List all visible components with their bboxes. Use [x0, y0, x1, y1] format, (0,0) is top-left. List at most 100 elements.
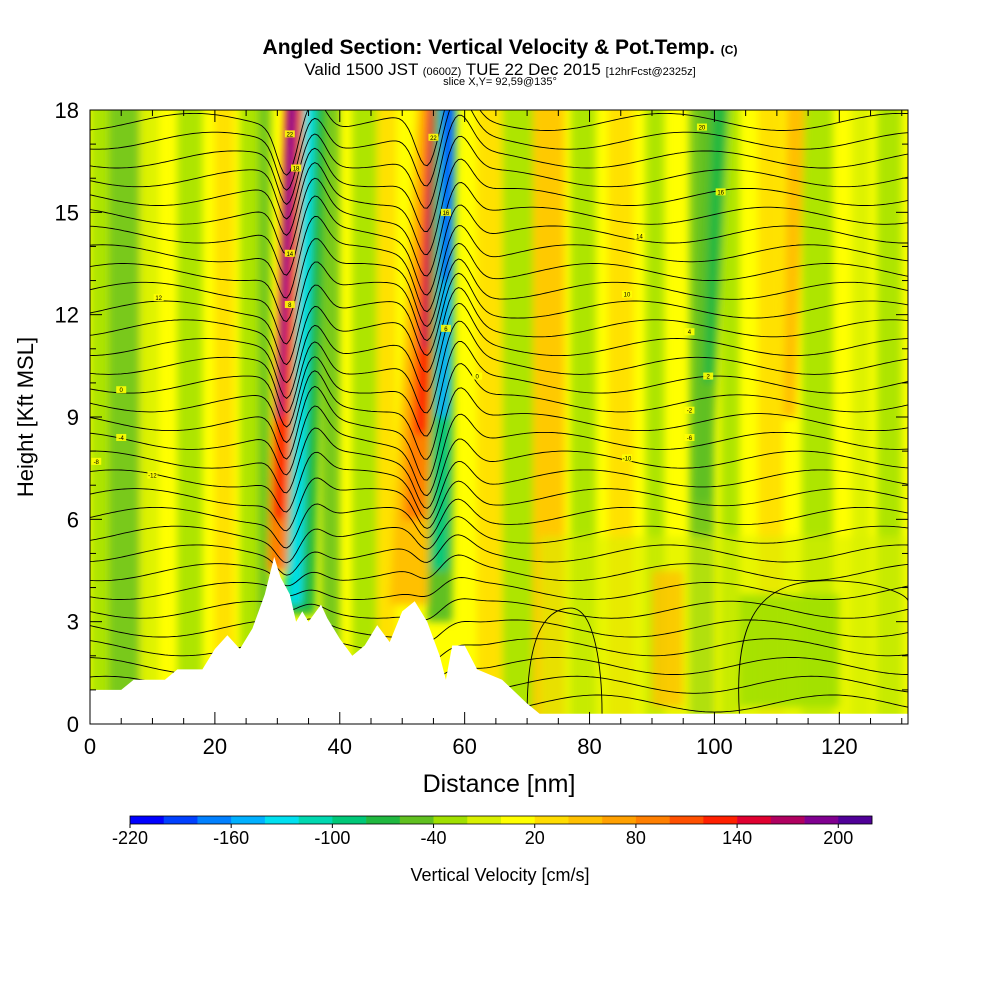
isentrope-label: 22: [284, 130, 295, 138]
svg-text:18: 18: [293, 166, 300, 172]
svg-text:2: 2: [707, 375, 711, 381]
isentrope: [90, 598, 908, 621]
isentrope: [90, 498, 908, 549]
velocity-band: [352, 110, 378, 724]
svg-text:0: 0: [120, 388, 124, 394]
svg-text:12: 12: [155, 296, 162, 302]
x-tick-label: 100: [696, 734, 733, 759]
svg-text:14: 14: [286, 252, 293, 258]
y-tick-label: 0: [67, 712, 79, 737]
svg-text:8: 8: [288, 303, 292, 309]
colorbar-tick-label: 200: [823, 828, 853, 848]
isentrope-label: 12: [153, 294, 164, 302]
isentrope: [90, 215, 908, 313]
chart-subtitle: Valid 1500 JST (0600Z) TUE 22 Dec 2015 […: [0, 60, 1000, 80]
isentrope-label: 22: [428, 133, 439, 142]
valid-prefix: Valid 1500 JST: [304, 60, 419, 79]
velocity-band: [321, 110, 340, 724]
y-tick-label: 15: [55, 200, 79, 225]
y-tick-label: 12: [55, 303, 79, 328]
velocity-band: [139, 110, 159, 724]
isentrope-label: 18: [291, 164, 302, 172]
isentrope-label: 0: [116, 386, 127, 394]
velocity-band: [651, 570, 684, 707]
isentrope: [90, 477, 908, 532]
velocity-plume: [783, 110, 805, 417]
x-tick-label: 40: [328, 734, 352, 759]
y-axis-label: Height [Kft MSL]: [13, 337, 38, 497]
colorbar-swatch: [669, 816, 704, 824]
velocity-plume: [291, 110, 314, 605]
colorbar-swatch: [635, 816, 670, 824]
svg-text:10: 10: [624, 293, 631, 299]
isentrope: [90, 258, 908, 345]
isentrope: [738, 580, 908, 714]
isentrope: [526, 607, 603, 714]
svg-text:16: 16: [717, 190, 724, 196]
valid-utc: (0600Z): [422, 66, 462, 78]
slice-label: slice X,Y= 92,59@135°: [443, 76, 557, 88]
isentrope: [90, 385, 908, 481]
colorbar: -220 -160 -100 -40 20 80 140 200: [112, 815, 873, 848]
isentrope: [90, 114, 908, 209]
svg-text:-6: -6: [687, 436, 693, 442]
svg-text:-2: -2: [687, 409, 693, 415]
svg-text:0: 0: [475, 375, 479, 381]
x-tick-label: 80: [577, 734, 601, 759]
colorbar-swatch: [703, 816, 738, 824]
velocity-band: [739, 594, 840, 707]
svg-text:4: 4: [688, 330, 692, 336]
velocity-plume: [703, 110, 728, 383]
isentrope: [90, 135, 908, 233]
isentrope-label: -12: [147, 471, 158, 479]
y-tick-label: 9: [67, 405, 79, 430]
isentrope: [90, 534, 908, 576]
isentrope-label: 6: [440, 324, 451, 333]
isentrope: [90, 287, 908, 384]
isentrope: [90, 405, 908, 497]
isentrope-label: 10: [622, 290, 633, 299]
colorbar-swatch: [770, 816, 805, 824]
isentrope-label: 16: [715, 188, 726, 196]
isentrope: [90, 272, 908, 366]
valid-suffix: TUE 22 Dec 2015: [465, 60, 601, 79]
isentrope: [90, 195, 908, 296]
isentrope-label: 0: [472, 372, 483, 381]
colorbar-swatch: [130, 816, 165, 824]
isentrope: [90, 320, 908, 414]
isentrope: [90, 341, 908, 437]
colorbar-tick-label: 140: [722, 828, 752, 848]
colorbar-swatch: [366, 816, 401, 824]
svg-text:20: 20: [699, 126, 706, 132]
isentrope: [90, 427, 908, 509]
isentrope: [90, 177, 908, 277]
chart-title: Angled Section: Vertical Velocity & Pot.…: [0, 36, 1000, 60]
colorbar-label: Vertical Velocity [cm/s]: [410, 865, 589, 885]
isentrope: [90, 577, 908, 600]
isentrope-label: 14: [634, 232, 645, 241]
isentrope-label: -8: [91, 457, 102, 466]
colorbar-swatch: [838, 816, 873, 824]
colorbar-tick-label: -40: [421, 828, 447, 848]
isentrope-label: -6: [684, 433, 695, 442]
chart-title-main: Angled Section: Vertical Velocity & Pot.…: [262, 36, 715, 59]
x-tick-label: 120: [821, 734, 858, 759]
y-tick-label: 18: [55, 98, 79, 123]
velocity-band: [108, 110, 140, 724]
isentrope-label: 16: [440, 208, 451, 217]
isentrope: [90, 302, 908, 399]
colorbar-swatch: [534, 816, 569, 824]
svg-text:-8: -8: [94, 460, 100, 466]
svg-text:22: 22: [430, 136, 437, 142]
isentrope: [90, 516, 908, 564]
isentrope-label: 4: [684, 328, 695, 336]
isentrope-label: 20: [696, 123, 707, 132]
x-tick-label: 60: [452, 734, 476, 759]
svg-text:14: 14: [636, 235, 643, 241]
colorbar-tick-label: 20: [525, 828, 545, 848]
svg-text:-4: -4: [119, 436, 125, 442]
isentrope: [90, 618, 908, 644]
terrain-mask: [90, 556, 908, 724]
